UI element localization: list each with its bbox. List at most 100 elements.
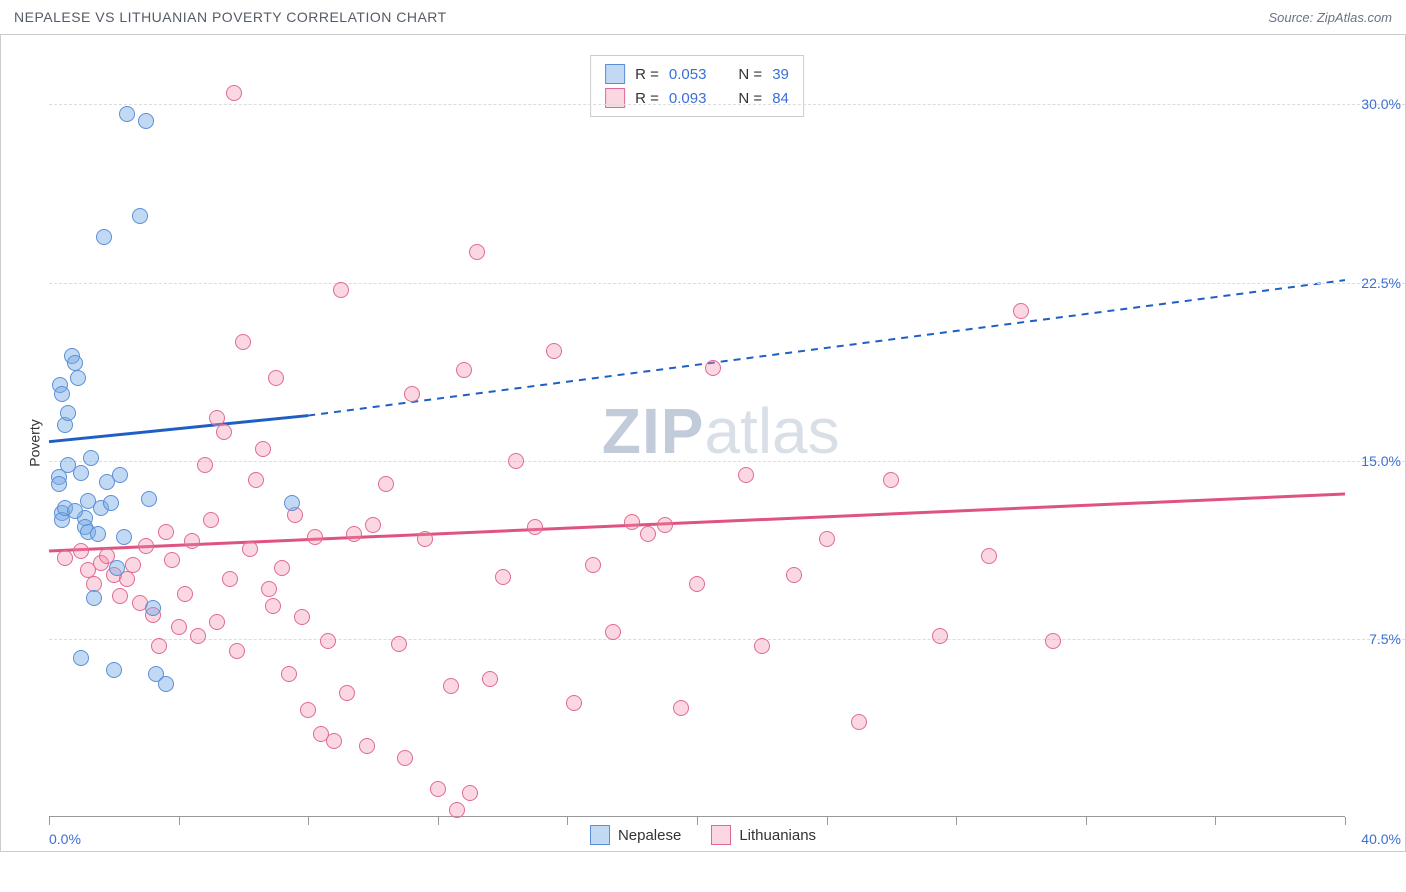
marker-lithuanians bbox=[281, 666, 297, 682]
marker-nepalese bbox=[86, 590, 102, 606]
chart-title: NEPALESE VS LITHUANIAN POVERTY CORRELATI… bbox=[14, 9, 447, 25]
marker-lithuanians bbox=[449, 802, 465, 818]
marker-nepalese bbox=[119, 106, 135, 122]
r-value-nepalese: 0.053 bbox=[669, 66, 707, 83]
marker-lithuanians bbox=[673, 700, 689, 716]
swatch-nepalese bbox=[590, 825, 610, 845]
marker-nepalese bbox=[51, 476, 67, 492]
n-value-nepalese: 39 bbox=[772, 66, 789, 83]
marker-lithuanians bbox=[391, 636, 407, 652]
marker-lithuanians bbox=[190, 628, 206, 644]
plot-frame: Poverty ZIPatlas R = 0.053 N = 39 R = bbox=[0, 34, 1406, 852]
r-label: R = bbox=[635, 66, 659, 83]
marker-nepalese bbox=[141, 491, 157, 507]
marker-nepalese bbox=[83, 450, 99, 466]
legend-item-nepalese: Nepalese bbox=[590, 825, 681, 845]
marker-lithuanians bbox=[981, 548, 997, 564]
y-tick-label: 7.5% bbox=[1369, 631, 1401, 647]
marker-lithuanians bbox=[495, 569, 511, 585]
marker-lithuanians bbox=[705, 360, 721, 376]
marker-lithuanians bbox=[248, 472, 264, 488]
marker-lithuanians bbox=[209, 410, 225, 426]
marker-lithuanians bbox=[294, 609, 310, 625]
marker-lithuanians bbox=[229, 643, 245, 659]
x-tick bbox=[1215, 817, 1216, 825]
marker-lithuanians bbox=[73, 543, 89, 559]
marker-lithuanians bbox=[462, 785, 478, 801]
x-tick bbox=[956, 817, 957, 825]
marker-lithuanians bbox=[333, 282, 349, 298]
marker-lithuanians bbox=[171, 619, 187, 635]
marker-lithuanians bbox=[268, 370, 284, 386]
y-tick-label: 22.5% bbox=[1361, 275, 1401, 291]
marker-nepalese bbox=[60, 405, 76, 421]
swatch-nepalese bbox=[605, 64, 625, 84]
marker-lithuanians bbox=[482, 671, 498, 687]
marker-nepalese bbox=[138, 113, 154, 129]
marker-nepalese bbox=[284, 495, 300, 511]
marker-nepalese bbox=[116, 529, 132, 545]
marker-nepalese bbox=[96, 229, 112, 245]
marker-lithuanians bbox=[326, 733, 342, 749]
marker-lithuanians bbox=[365, 517, 381, 533]
marker-lithuanians bbox=[320, 633, 336, 649]
marker-lithuanians bbox=[346, 526, 362, 542]
marker-lithuanians bbox=[546, 343, 562, 359]
marker-lithuanians bbox=[125, 557, 141, 573]
marker-lithuanians bbox=[443, 678, 459, 694]
marker-lithuanians bbox=[527, 519, 543, 535]
x-tick bbox=[1086, 817, 1087, 825]
marker-lithuanians bbox=[738, 467, 754, 483]
marker-lithuanians bbox=[138, 538, 154, 554]
marker-lithuanians bbox=[307, 529, 323, 545]
marker-lithuanians bbox=[469, 244, 485, 260]
marker-nepalese bbox=[112, 467, 128, 483]
marker-nepalese bbox=[132, 208, 148, 224]
marker-lithuanians bbox=[57, 550, 73, 566]
series-legend: Nepalese Lithuanians bbox=[1, 825, 1405, 845]
marker-lithuanians bbox=[624, 514, 640, 530]
y-axis-label: Poverty bbox=[27, 419, 43, 466]
marker-nepalese bbox=[90, 526, 106, 542]
marker-lithuanians bbox=[184, 533, 200, 549]
marker-lithuanians bbox=[1045, 633, 1061, 649]
stats-legend-box: R = 0.053 N = 39 R = 0.093 N = 84 bbox=[590, 55, 804, 117]
marker-nepalese bbox=[158, 676, 174, 692]
swatch-lithuanians bbox=[711, 825, 731, 845]
marker-lithuanians bbox=[657, 517, 673, 533]
marker-lithuanians bbox=[255, 441, 271, 457]
marker-lithuanians bbox=[359, 738, 375, 754]
marker-lithuanians bbox=[158, 524, 174, 540]
marker-lithuanians bbox=[689, 576, 705, 592]
x-tick bbox=[308, 817, 309, 825]
marker-lithuanians bbox=[566, 695, 582, 711]
marker-lithuanians bbox=[585, 557, 601, 573]
marker-nepalese bbox=[145, 600, 161, 616]
y-tick-label: 30.0% bbox=[1361, 96, 1401, 112]
watermark-zip: ZIP bbox=[602, 395, 705, 467]
marker-lithuanians bbox=[112, 588, 128, 604]
x-tick bbox=[567, 817, 568, 825]
title-bar: NEPALESE VS LITHUANIAN POVERTY CORRELATI… bbox=[0, 0, 1406, 34]
marker-nepalese bbox=[103, 495, 119, 511]
marker-lithuanians bbox=[274, 560, 290, 576]
marker-lithuanians bbox=[197, 457, 213, 473]
marker-lithuanians bbox=[397, 750, 413, 766]
stats-row-nepalese: R = 0.053 N = 39 bbox=[605, 62, 789, 86]
marker-lithuanians bbox=[754, 638, 770, 654]
marker-lithuanians bbox=[883, 472, 899, 488]
stats-row-lithuanians: R = 0.093 N = 84 bbox=[605, 86, 789, 110]
grid-line bbox=[49, 461, 1405, 462]
marker-lithuanians bbox=[209, 614, 225, 630]
marker-nepalese bbox=[106, 662, 122, 678]
marker-lithuanians bbox=[261, 581, 277, 597]
legend-label-nepalese: Nepalese bbox=[618, 827, 681, 844]
marker-nepalese bbox=[73, 650, 89, 666]
legend-label-lithuanians: Lithuanians bbox=[739, 827, 816, 844]
x-tick bbox=[179, 817, 180, 825]
marker-lithuanians bbox=[932, 628, 948, 644]
marker-lithuanians bbox=[339, 685, 355, 701]
marker-nepalese bbox=[60, 457, 76, 473]
source-label: Source: ZipAtlas.com bbox=[1268, 10, 1392, 25]
trend-lines bbox=[49, 45, 1345, 817]
